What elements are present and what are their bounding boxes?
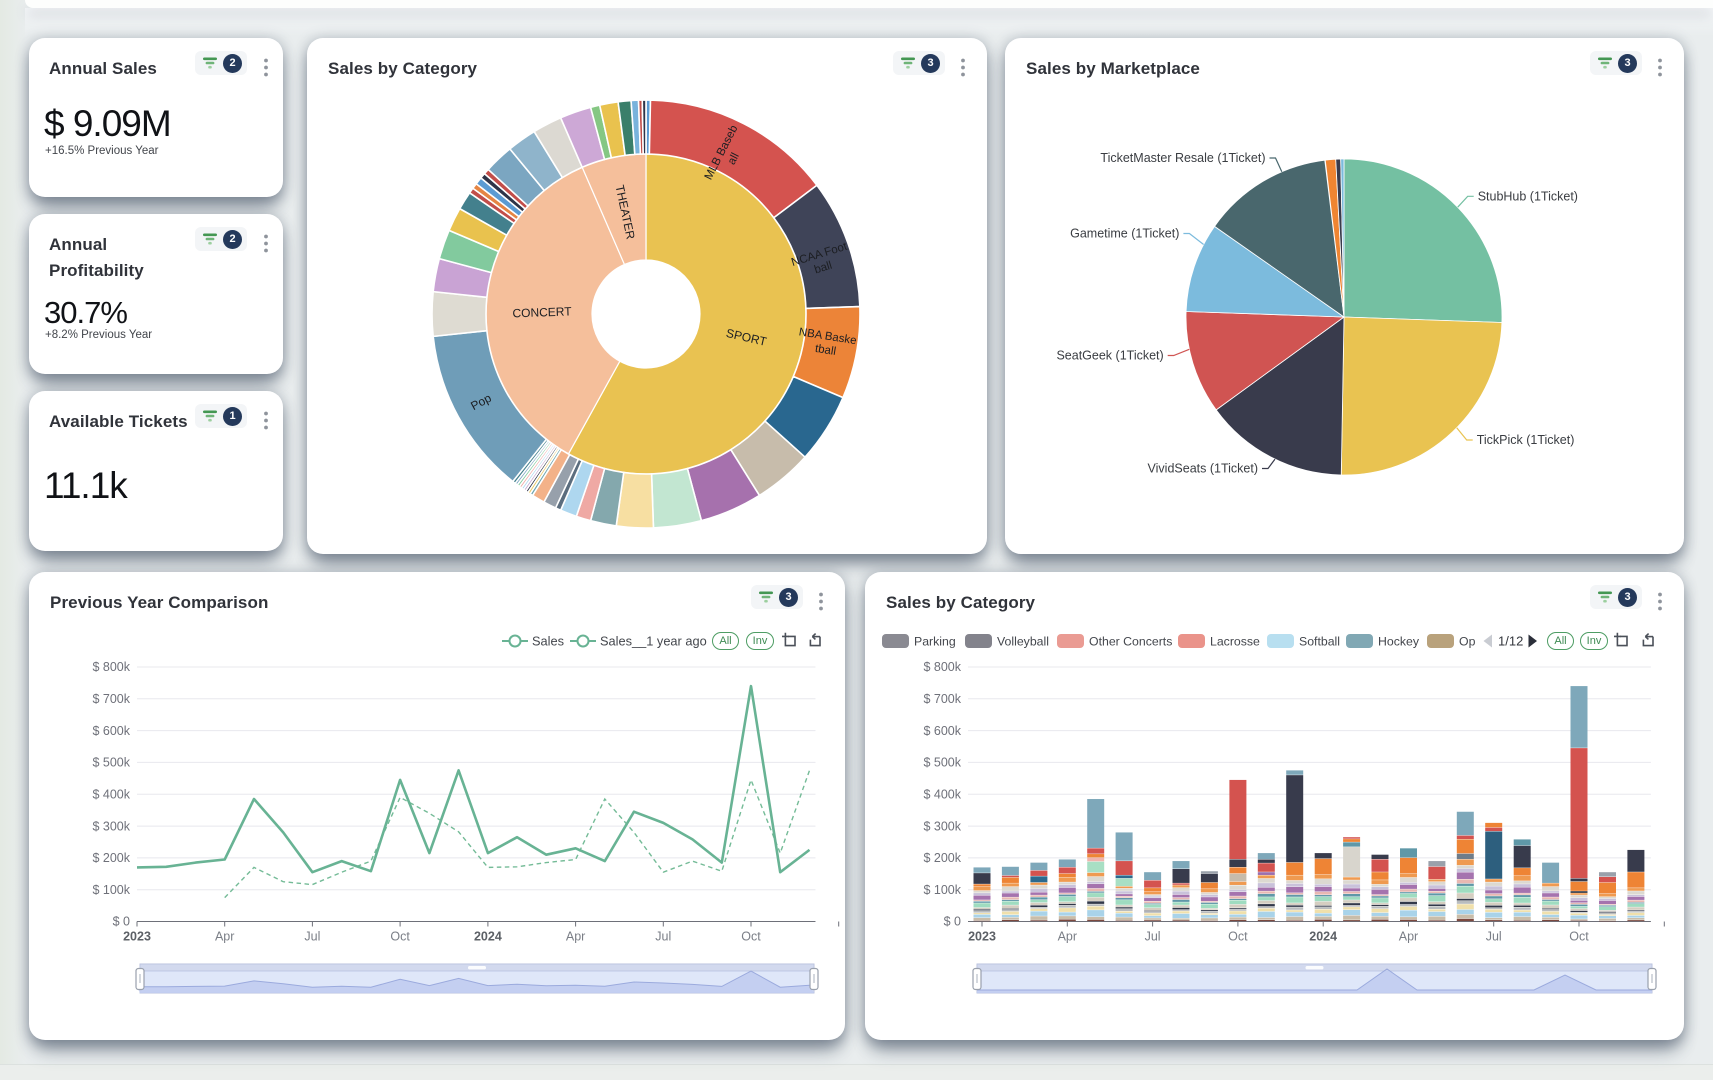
svg-text:2023: 2023 [968, 930, 996, 944]
svg-text:all: all [726, 151, 742, 167]
svg-text:Sales__1 year ago: Sales__1 year ago [600, 634, 707, 649]
svg-text:$ 400k: $ 400k [923, 787, 961, 801]
svg-text:$ 0: $ 0 [944, 915, 961, 929]
svg-text:Apr: Apr [566, 930, 585, 944]
svg-text:Other Concerts: Other Concerts [1089, 635, 1172, 649]
svg-text:$ 300k: $ 300k [92, 819, 130, 833]
svg-text:$ 500k: $ 500k [92, 756, 130, 770]
svg-text:Jul: Jul [304, 930, 320, 944]
svg-text:Sales: Sales [532, 634, 564, 649]
svg-text:CONCERT: CONCERT [512, 304, 572, 320]
svg-text:SeatGeek (1Ticket): SeatGeek (1Ticket) [1056, 349, 1163, 363]
svg-text:2024: 2024 [1309, 930, 1337, 944]
svg-text:Jul: Jul [655, 930, 671, 944]
svg-text:$ 100k: $ 100k [923, 883, 961, 897]
svg-text:$ 800k: $ 800k [923, 660, 961, 674]
svg-text:$ 400k: $ 400k [92, 787, 130, 801]
svg-text:TickPick (1Ticket): TickPick (1Ticket) [1477, 433, 1575, 447]
svg-text:Oct: Oct [741, 930, 761, 944]
svg-text:$ 0: $ 0 [113, 915, 130, 929]
svg-text:tball: tball [814, 343, 837, 358]
svg-text:Apr: Apr [1399, 930, 1418, 944]
svg-text:$ 600k: $ 600k [92, 724, 130, 738]
svg-text:Oct: Oct [1228, 930, 1248, 944]
svg-text:Lacrosse: Lacrosse [1210, 635, 1260, 649]
svg-text:2023: 2023 [123, 930, 151, 944]
svg-text:$ 500k: $ 500k [923, 756, 961, 770]
svg-text:Oct: Oct [390, 930, 410, 944]
svg-text:ball: ball [813, 260, 834, 277]
svg-text:$ 800k: $ 800k [92, 660, 130, 674]
svg-text:$ 600k: $ 600k [923, 724, 961, 738]
svg-text:$ 100k: $ 100k [92, 883, 130, 897]
svg-text:Oct: Oct [1569, 930, 1589, 944]
svg-text:VividSeats (1Ticket): VividSeats (1Ticket) [1148, 462, 1258, 476]
svg-text:Hockey: Hockey [1378, 635, 1420, 649]
svg-text:$ 700k: $ 700k [923, 692, 961, 706]
svg-text:Jul: Jul [1145, 930, 1161, 944]
svg-text:Gametime (1Ticket): Gametime (1Ticket) [1070, 227, 1179, 241]
svg-text:$ 700k: $ 700k [92, 692, 130, 706]
svg-text:Op: Op [1459, 635, 1476, 649]
svg-text:$ 200k: $ 200k [92, 851, 130, 865]
svg-text:$ 200k: $ 200k [923, 851, 961, 865]
svg-text:1/12: 1/12 [1498, 634, 1523, 649]
svg-text:2024: 2024 [474, 930, 502, 944]
svg-text:Softball: Softball [1299, 635, 1340, 649]
svg-text:Jul: Jul [1486, 930, 1502, 944]
svg-text:Volleyball: Volleyball [997, 635, 1049, 649]
svg-text:TicketMaster Resale (1Ticket): TicketMaster Resale (1Ticket) [1100, 151, 1265, 165]
svg-text:Apr: Apr [215, 930, 234, 944]
svg-text:Parking: Parking [914, 635, 956, 649]
svg-text:StubHub (1Ticket): StubHub (1Ticket) [1478, 189, 1578, 203]
svg-text:Apr: Apr [1058, 930, 1077, 944]
svg-text:$ 300k: $ 300k [923, 819, 961, 833]
